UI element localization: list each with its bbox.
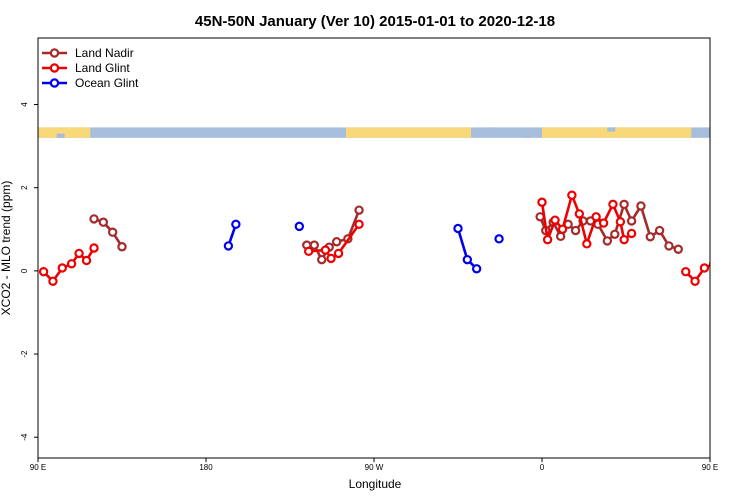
x-tick-label: 90 E	[30, 463, 46, 472]
data-point	[550, 215, 560, 225]
data-point	[557, 224, 568, 234]
data-point	[567, 190, 577, 200]
data-point	[626, 228, 637, 239]
data-point	[354, 219, 364, 229]
data-point	[681, 267, 691, 277]
data-point	[598, 218, 609, 228]
x-axis: 90 E 180 90 W 0 90 E	[30, 458, 718, 472]
ocean-notch	[486, 127, 494, 134]
y-tick-label: 0	[20, 268, 29, 273]
data-point	[89, 214, 99, 224]
data-point	[74, 248, 84, 259]
land-ocean-strip	[38, 127, 710, 138]
series-line	[93, 217, 124, 248]
data-point	[462, 254, 473, 265]
data-point	[542, 234, 553, 245]
ocean-notch	[56, 133, 65, 138]
legend-item: Land Glint	[42, 61, 130, 75]
legend-label: Ocean Glint	[75, 76, 139, 90]
ocean-notch	[607, 127, 616, 132]
data-point	[664, 241, 674, 251]
data-point	[38, 267, 49, 277]
data-point	[66, 259, 77, 269]
data-point	[615, 217, 626, 227]
x-tick-label: 90 E	[702, 463, 718, 472]
data-point	[117, 242, 127, 252]
legend-marker	[49, 63, 60, 73]
land-block	[38, 127, 91, 138]
series-layer	[38, 190, 710, 286]
data-point	[303, 246, 314, 257]
ocean-notch	[523, 131, 532, 138]
data-point	[608, 199, 618, 210]
data-point	[317, 254, 327, 265]
data-point	[619, 199, 629, 210]
series-ocean-glint	[223, 219, 504, 274]
data-point	[610, 229, 620, 239]
legend-marker	[49, 78, 60, 88]
legend-label: Land Nadir	[75, 46, 134, 60]
data-point	[81, 255, 92, 266]
series-land-glint	[38, 190, 710, 286]
y-tick-label: 2	[20, 185, 29, 190]
land-block	[542, 127, 692, 138]
data-point	[89, 243, 99, 253]
data-point	[333, 248, 344, 259]
legend-item: Ocean Glint	[42, 76, 139, 90]
x-tick-label: 180	[199, 463, 213, 472]
data-point	[673, 244, 683, 254]
data-point	[537, 197, 547, 207]
data-point	[48, 276, 58, 286]
data-point	[574, 209, 585, 219]
data-point	[471, 264, 482, 274]
data-point	[223, 241, 234, 251]
chart-title: 45N-50N January (Ver 10) 2015-01-01 to 2…	[195, 13, 555, 30]
y-tick-label: 4	[20, 102, 29, 107]
legend-label: Land Glint	[75, 61, 130, 75]
legend-item: Land Nadir	[42, 46, 134, 60]
data-point	[320, 245, 331, 255]
land-block	[346, 127, 472, 138]
data-point	[582, 239, 592, 249]
data-point	[654, 225, 665, 236]
legend-marker	[49, 48, 60, 58]
x-tick-label: 90 W	[365, 463, 384, 472]
y-tick-label: -4	[20, 433, 29, 441]
data-point	[453, 223, 463, 234]
data-point	[294, 221, 305, 232]
y-tick-label: -2	[20, 350, 29, 358]
data-point	[602, 236, 613, 246]
data-point	[107, 227, 118, 237]
data-point	[231, 219, 241, 229]
data-point	[331, 237, 342, 247]
data-point	[57, 263, 67, 273]
data-point	[570, 225, 581, 236]
data-point	[309, 240, 319, 250]
y-axis-label: XCO2 - MLO trend (ppm)	[0, 181, 13, 316]
data-point	[636, 201, 646, 211]
data-point	[98, 217, 109, 227]
x-tick-label: 0	[540, 463, 545, 472]
x-axis-label: Longitude	[349, 477, 402, 491]
data-point	[494, 234, 504, 244]
data-point	[326, 253, 336, 264]
data-point	[690, 276, 700, 286]
data-point	[626, 216, 637, 226]
data-point	[619, 234, 629, 245]
data-point	[591, 212, 601, 222]
y-axis: -4 -2 0 2 4	[20, 102, 38, 441]
data-point	[354, 205, 364, 215]
data-point	[699, 263, 710, 273]
data-point	[645, 232, 655, 242]
